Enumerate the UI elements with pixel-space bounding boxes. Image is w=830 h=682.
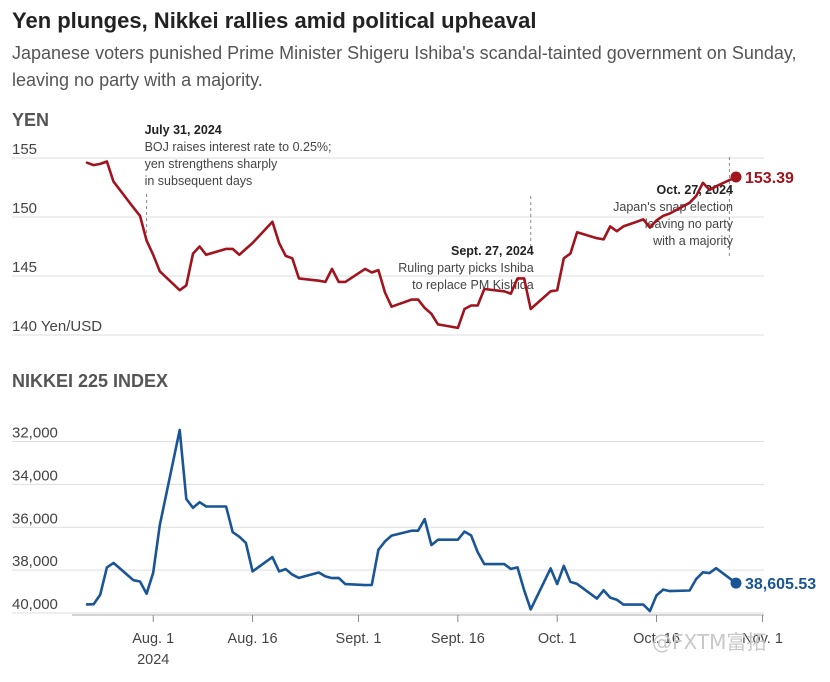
end-point-marker <box>730 171 742 183</box>
y-tick-label: 40,000 <box>12 596 58 613</box>
annotation-text: yen strengthens sharply <box>145 157 278 171</box>
x-tick-label: Oct. 16 <box>633 631 680 647</box>
y-tick-label: 150 <box>12 200 37 217</box>
chart-title: Yen plunges, Nikkei rallies amid politic… <box>12 8 537 33</box>
annotation-date: July 31, 2024 <box>145 123 222 137</box>
panel-title: NIKKEI 225 INDEX <box>12 371 168 391</box>
y-tick-label: 140 Yen/USD <box>12 318 102 335</box>
x-tick-label: Aug. 16 <box>228 631 278 647</box>
x-tick-sublabel: 2024 <box>137 652 169 668</box>
end-value-label: 153.39 <box>745 170 794 187</box>
x-tick-label: Nov. 1 <box>742 631 783 647</box>
annotation-date: Sept. 27, 2024 <box>451 244 534 258</box>
x-tick-label: Aug. 1 <box>132 631 174 647</box>
chart-subtitle: Japanese voters punished Prime Minister … <box>12 43 797 90</box>
annotation-text: with a majority <box>652 234 734 248</box>
annotation-text: Japan's snap election <box>613 200 733 214</box>
x-tick-label: Sept. 1 <box>336 631 382 647</box>
annotation-text: BOJ raises interest rate to 0.25%; <box>145 140 332 154</box>
panel-title: YEN <box>12 110 49 130</box>
y-tick-label: 155 <box>12 141 37 158</box>
watermark: @FXTM富拓 <box>652 630 767 654</box>
y-tick-label: 34,000 <box>12 467 58 484</box>
series-line <box>85 428 738 613</box>
annotation-text: to replace PM Kishida <box>412 278 534 292</box>
annotation-text: leaving no party <box>645 217 734 231</box>
x-tick-label: Oct. 1 <box>538 631 577 647</box>
annotation-text: in subsequent days <box>145 174 253 188</box>
end-point-marker <box>730 577 742 589</box>
y-tick-label: 36,000 <box>12 510 58 527</box>
annotation-text: Ruling party picks Ishiba <box>398 261 534 275</box>
x-tick-label: Sept. 16 <box>431 631 485 647</box>
y-tick-label: 38,000 <box>12 553 58 570</box>
y-tick-label: 32,000 <box>12 425 58 442</box>
end-value-label: 38,605.53 <box>745 576 816 593</box>
series-line <box>85 160 738 330</box>
y-tick-label: 145 <box>12 259 37 276</box>
